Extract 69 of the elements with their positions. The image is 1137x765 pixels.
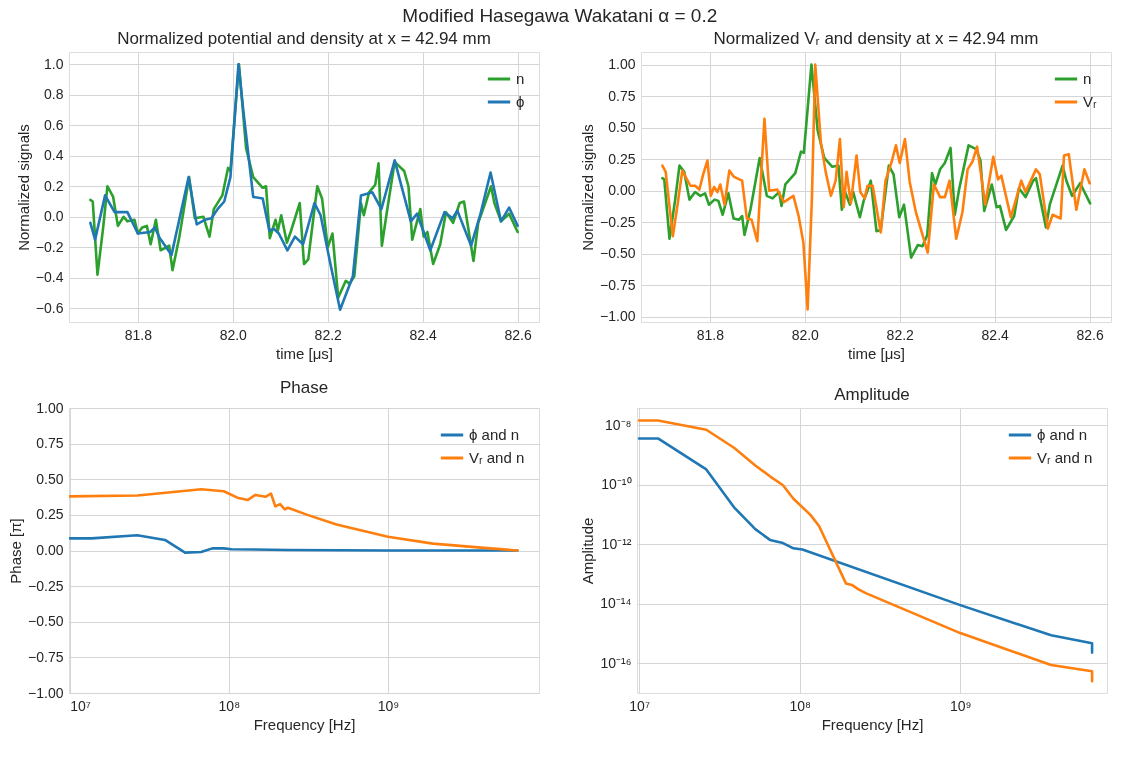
y-tick-label: 10⁻¹⁴ (600, 595, 632, 612)
y-tick-label: 0.75 (36, 435, 64, 452)
y-tick-label: 0.50 (36, 470, 64, 487)
y-tick-label: 0.2 (44, 177, 64, 194)
x-tick-label: 82.4 (981, 326, 1010, 343)
legend-label: n (1083, 70, 1092, 87)
x-tick-label: 82.6 (504, 326, 532, 343)
x-tick-label: 82.4 (409, 326, 438, 343)
y-tick-label: 0.25 (36, 506, 64, 523)
x-tick-label: 10⁷ (70, 697, 91, 714)
y-tick-label: −0.75 (600, 276, 636, 293)
x-tick-label: 10⁸ (789, 697, 812, 714)
x-tick-label: 82.2 (314, 326, 343, 343)
y-tick-label: 10⁻¹⁰ (601, 476, 632, 493)
y-tick-label: 1.0 (44, 55, 64, 72)
y-tick-label: 0.50 (608, 119, 636, 136)
y-tick-label: 0.25 (608, 150, 636, 167)
legend-label: ϕ and n (1037, 426, 1088, 443)
y-tick-label: 1.00 (608, 56, 636, 73)
chart-title: Normalized potential and density at x = 42.94 mm (117, 29, 491, 48)
chart-title: Phase (279, 378, 329, 397)
x-axis-title: Frequency [Hz] (253, 715, 356, 733)
x-tick-label: 10⁸ (218, 697, 241, 714)
y-tick-label: −0.75 (28, 648, 64, 665)
x-tick-label: 82.0 (791, 326, 820, 343)
chart-title: Normalized Vᵣ and density at x = 42.94 mm (713, 29, 1039, 48)
x-tick-label: 82.6 (1076, 326, 1104, 343)
y-tick-label: 0.8 (44, 86, 64, 103)
y-tick-label: −1.00 (28, 684, 64, 701)
y-tick-label: 0.75 (608, 87, 636, 104)
legend-label: Vᵣ and n (469, 449, 525, 466)
y-tick-label: 10⁻¹⁶ (600, 654, 632, 671)
x-tick-label: 82.2 (886, 326, 915, 343)
x-tick-label: 82.0 (219, 326, 248, 343)
legend-label: Vᵣ (1083, 93, 1097, 110)
y-tick-label: −0.6 (35, 299, 64, 316)
x-axis-title: Frequency [Hz] (821, 715, 924, 733)
y-tick-label: 10⁻⁸ (605, 416, 632, 433)
y-axis-title: Normalized signals (579, 124, 597, 251)
y-tick-label: −1.00 (600, 308, 636, 325)
y-tick-label: 0.0 (44, 208, 64, 225)
text: Modified Hasegawa Wakatani α = 0.2 (402, 4, 718, 26)
legend-label: n (516, 70, 525, 87)
legend-label: Vᵣ and n (1037, 449, 1093, 466)
legend-label: ϕ and n (469, 426, 520, 443)
legend-label: ϕ (516, 93, 525, 110)
y-tick-label: −0.2 (35, 238, 64, 255)
x-tick-label: 10⁷ (629, 697, 650, 714)
y-axis-title: Amplitude (579, 517, 597, 585)
x-tick-label: 10⁹ (949, 697, 972, 714)
x-tick-label: 10⁹ (377, 697, 400, 714)
y-tick-label: −0.50 (28, 613, 64, 630)
y-tick-label: −0.50 (600, 245, 636, 262)
y-tick-label: −0.25 (28, 577, 64, 594)
y-tick-label: −0.4 (35, 269, 64, 286)
y-tick-label: 0.4 (44, 147, 64, 164)
y-tick-label: −0.25 (600, 213, 636, 230)
y-tick-label: 10⁻¹² (601, 535, 632, 552)
x-axis-title: time [μs] (848, 344, 905, 362)
y-tick-label: 0.6 (44, 116, 64, 133)
y-axis-title: Phase [π] (7, 518, 25, 584)
x-tick-label: 81.8 (696, 326, 725, 343)
y-axis-title: Normalized signals (14, 124, 32, 251)
y-tick-label: 0.00 (36, 542, 64, 558)
chart-title: Amplitude (834, 385, 910, 404)
y-tick-label: 0.00 (608, 182, 636, 199)
x-tick-label: 81.8 (124, 326, 153, 343)
x-axis-title: time [μs] (276, 344, 333, 362)
y-tick-label: 1.00 (36, 399, 64, 416)
